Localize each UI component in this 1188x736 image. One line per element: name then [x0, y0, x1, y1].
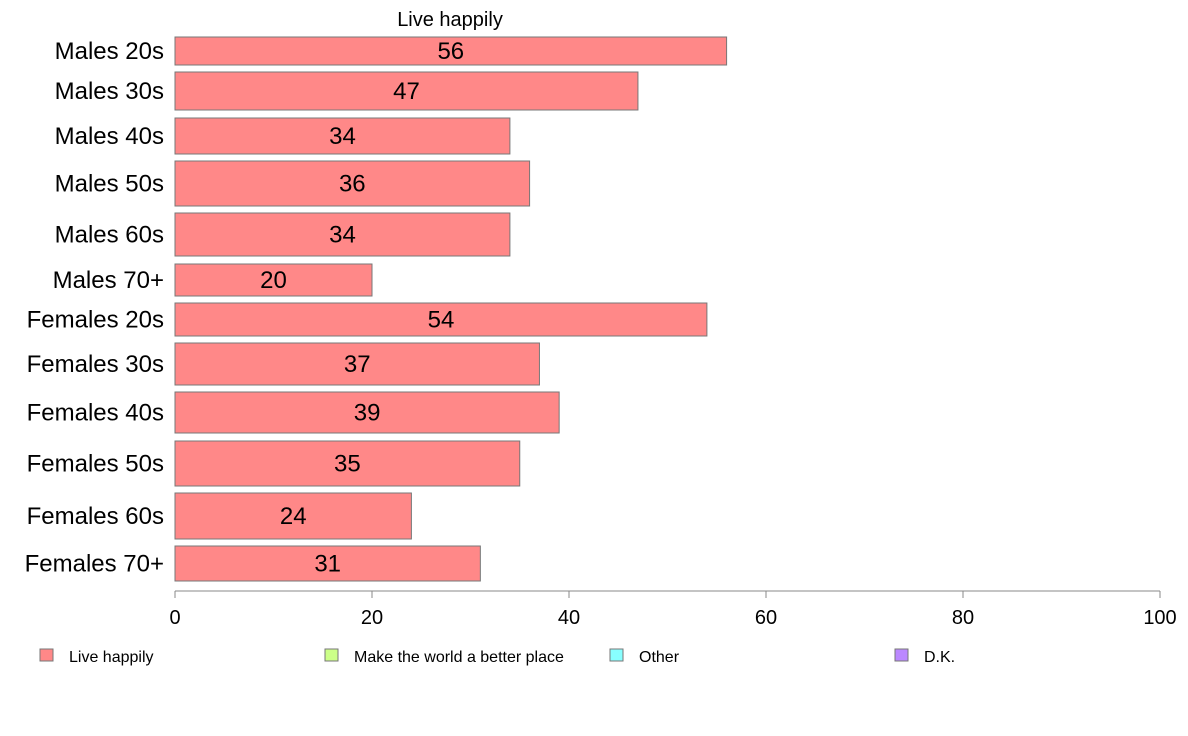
- x-tick-label: 40: [558, 607, 580, 629]
- category-label: Females 70+: [25, 551, 164, 578]
- bar: [174, 302, 708, 337]
- x-axis: 0 20 40 60 80 100: [169, 590, 1177, 629]
- bar: [174, 492, 412, 540]
- data-label: 34: [329, 123, 356, 150]
- category-label: Females 50s: [27, 451, 164, 478]
- data-label: 34: [329, 222, 356, 249]
- bar: [174, 117, 511, 155]
- data-label: 36: [339, 171, 366, 198]
- bar: [174, 545, 481, 582]
- category-label: Females 60s: [27, 503, 164, 530]
- x-tick-label: 100: [1143, 607, 1176, 629]
- data-label: 37: [344, 351, 371, 378]
- legend-label: Make the world a better place: [354, 649, 564, 666]
- legend-label: Live happily: [69, 649, 154, 666]
- data-label: 47: [393, 78, 420, 105]
- legend-label: Other: [639, 649, 680, 666]
- data-label: 39: [354, 400, 381, 427]
- data-label: 31: [314, 551, 341, 578]
- category-label: Males 40s: [55, 123, 164, 150]
- x-tick-label: 0: [169, 607, 180, 629]
- category-label: Males 60s: [55, 222, 164, 249]
- category-label: Females 20s: [27, 307, 164, 334]
- legend: Live happily Make the world a better plac…: [39, 648, 955, 666]
- bar: [174, 71, 639, 111]
- data-label: 35: [334, 451, 361, 478]
- legend-swatch: [39, 648, 54, 662]
- category-label: Males 30s: [55, 78, 164, 105]
- data-label: 24: [280, 503, 307, 530]
- x-tick-label: 20: [361, 607, 383, 629]
- data-label: 56: [437, 38, 464, 65]
- legend-swatch: [324, 648, 339, 662]
- chart-title: Live happily: [397, 9, 503, 31]
- x-tick-label: 80: [952, 607, 974, 629]
- bars-group: Males 20s 56 Males 30s 47 Males 40s 34 Males 5…: [25, 36, 728, 582]
- category-label: Males 20s: [55, 38, 164, 65]
- legend-swatch: [609, 648, 624, 662]
- bar: [174, 263, 373, 297]
- category-label: Females 40s: [27, 400, 164, 427]
- bar: [174, 36, 728, 66]
- x-tick-label: 60: [755, 607, 777, 629]
- bar: [174, 212, 511, 257]
- bar: [174, 160, 531, 207]
- bar: [174, 391, 560, 434]
- category-label: Males 50s: [55, 171, 164, 198]
- category-label: Males 70+: [53, 267, 164, 294]
- data-label: 20: [260, 267, 287, 294]
- data-label: 54: [428, 307, 455, 334]
- legend-label: D.K.: [924, 649, 955, 666]
- bar: [174, 440, 521, 487]
- bar: [174, 342, 540, 386]
- category-label: Females 30s: [27, 351, 164, 378]
- legend-swatch: [894, 648, 909, 662]
